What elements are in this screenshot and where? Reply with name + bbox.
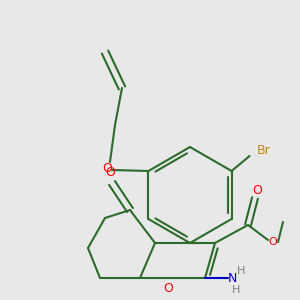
Text: O: O — [268, 237, 278, 247]
Text: O: O — [105, 167, 115, 179]
Text: N: N — [227, 272, 237, 284]
Text: O: O — [163, 281, 173, 295]
Text: H: H — [237, 266, 245, 276]
Text: O: O — [252, 184, 262, 196]
Text: H: H — [232, 285, 240, 295]
Text: O: O — [102, 161, 112, 175]
Text: Br: Br — [257, 145, 270, 158]
